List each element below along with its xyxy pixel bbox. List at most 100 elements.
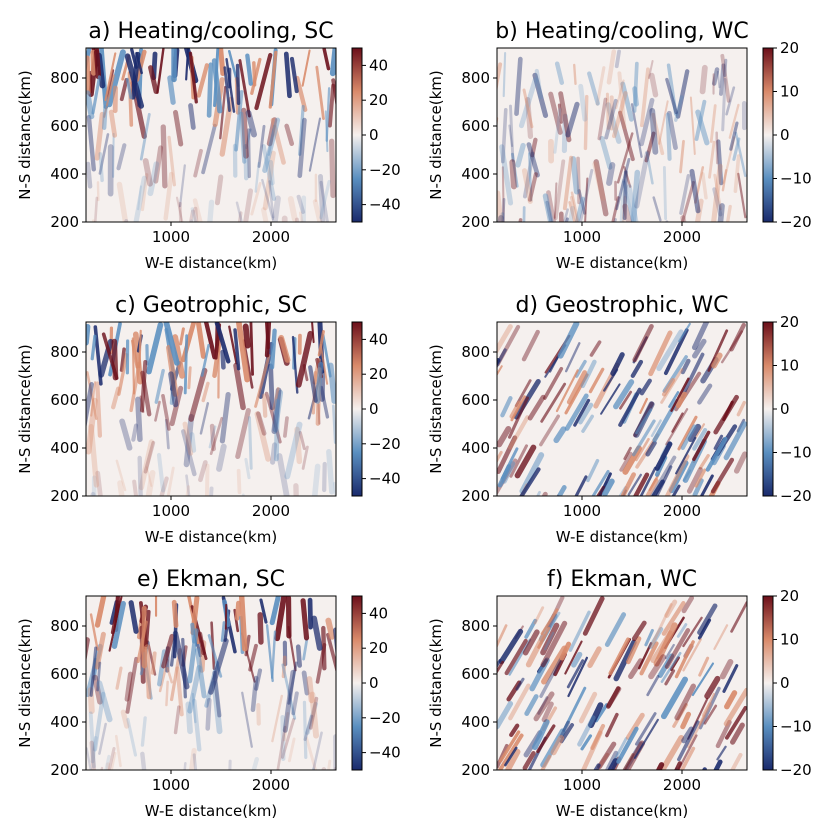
colorbar-tick-label: 20 bbox=[780, 313, 799, 331]
colorbar-tick-label: −20 bbox=[369, 435, 401, 453]
colorbar-tick-label: 0 bbox=[369, 674, 379, 692]
y-tick-label: 200 bbox=[461, 761, 490, 779]
x-axis-label: W-E distance(km) bbox=[556, 254, 688, 272]
y-tick-label: 200 bbox=[50, 487, 79, 505]
heatmap-streaks bbox=[497, 49, 747, 222]
y-tick-label: 600 bbox=[461, 665, 490, 683]
colorbar bbox=[762, 321, 774, 497]
x-axis-label: W-E distance(km) bbox=[145, 254, 277, 272]
plot-frame bbox=[85, 321, 337, 497]
plot-frame bbox=[496, 595, 748, 771]
y-tick-label: 600 bbox=[50, 117, 79, 135]
y-axis-label: N-S distance(km) bbox=[16, 344, 34, 474]
colorbar-tick-label: −10 bbox=[780, 718, 812, 736]
y-axis-label: N-S distance(km) bbox=[16, 618, 34, 748]
colorbar-tick-label: −40 bbox=[369, 744, 401, 762]
colorbar-tick-label: 20 bbox=[780, 587, 799, 605]
x-axis-label: W-E distance(km) bbox=[145, 802, 277, 820]
y-tick-label: 800 bbox=[50, 343, 79, 361]
x-axis-label: W-E distance(km) bbox=[556, 802, 688, 820]
y-tick-label: 400 bbox=[50, 713, 79, 731]
y-tick-label: 400 bbox=[50, 439, 79, 457]
colorbar-tick-label: −20 bbox=[780, 487, 812, 505]
panel-title: b) Heating/cooling, WC bbox=[495, 19, 748, 44]
y-axis-label: N-S distance(km) bbox=[427, 618, 445, 748]
y-tick-label: 400 bbox=[50, 165, 79, 183]
heatmap-streaks bbox=[497, 596, 747, 770]
heatmap-field bbox=[497, 48, 747, 222]
heatmap-streaks bbox=[86, 322, 336, 496]
y-tick-label: 200 bbox=[50, 761, 79, 779]
colorbar-tick-label: 40 bbox=[369, 56, 388, 74]
y-tick-label: 800 bbox=[461, 69, 490, 87]
colorbar-tick-label: −20 bbox=[780, 213, 812, 231]
plot-frame bbox=[496, 47, 748, 223]
y-tick-label: 400 bbox=[461, 713, 490, 731]
panel-title: a) Heating/cooling, SC bbox=[88, 19, 333, 44]
x-tick-label: 1000 bbox=[563, 228, 601, 246]
y-tick-label: 800 bbox=[50, 617, 79, 635]
x-tick-label: 2000 bbox=[663, 776, 701, 794]
y-tick-label: 800 bbox=[461, 343, 490, 361]
colorbar-tick-label: 0 bbox=[369, 126, 379, 144]
colorbar-tick-label: 20 bbox=[369, 91, 388, 109]
plot-frame bbox=[496, 321, 748, 497]
colorbar-tick-label: 0 bbox=[780, 126, 790, 144]
x-tick-label: 2000 bbox=[663, 228, 701, 246]
colorbar-tick-label: 20 bbox=[780, 39, 799, 57]
y-tick-label: 600 bbox=[461, 117, 490, 135]
panel-title: e) Ekman, SC bbox=[137, 567, 285, 592]
x-tick-label: 2000 bbox=[252, 228, 290, 246]
y-tick-label: 600 bbox=[461, 391, 490, 409]
x-tick-label: 1000 bbox=[152, 776, 190, 794]
colorbar-tick-label: 20 bbox=[369, 639, 388, 657]
heatmap-streaks bbox=[86, 596, 336, 770]
x-tick-label: 2000 bbox=[663, 502, 701, 520]
x-tick-label: 1000 bbox=[563, 776, 601, 794]
colorbar-tick-label: 0 bbox=[369, 400, 379, 418]
colorbar-tick-label: 0 bbox=[780, 674, 790, 692]
colorbar-tick-label: −10 bbox=[780, 170, 812, 188]
x-tick-label: 2000 bbox=[252, 502, 290, 520]
y-tick-label: 200 bbox=[50, 213, 79, 231]
colorbar-tick-label: 20 bbox=[369, 365, 388, 383]
y-tick-label: 600 bbox=[50, 665, 79, 683]
x-tick-label: 1000 bbox=[152, 502, 190, 520]
colorbar bbox=[762, 47, 774, 223]
plot-frame bbox=[85, 47, 337, 223]
panel-title: d) Geostrophic, WC bbox=[516, 293, 729, 318]
x-tick-label: 2000 bbox=[252, 776, 290, 794]
colorbar-tick-label: 40 bbox=[369, 330, 388, 348]
heatmap-field bbox=[497, 322, 747, 496]
colorbar-tick-label: 40 bbox=[369, 604, 388, 622]
colorbar-tick-label: −20 bbox=[780, 761, 812, 779]
x-axis-label: W-E distance(km) bbox=[145, 528, 277, 546]
colorbar-tick-label: 10 bbox=[780, 83, 799, 101]
colorbar bbox=[351, 595, 363, 771]
colorbar-tick-label: 10 bbox=[780, 357, 799, 375]
colorbar-tick-label: −20 bbox=[369, 709, 401, 727]
colorbar-tick-label: −40 bbox=[369, 196, 401, 214]
x-tick-label: 1000 bbox=[563, 502, 601, 520]
colorbar bbox=[762, 595, 774, 771]
heatmap-streaks bbox=[497, 322, 747, 496]
panel-title: f) Ekman, WC bbox=[547, 567, 697, 592]
y-tick-label: 600 bbox=[50, 391, 79, 409]
y-axis-label: N-S distance(km) bbox=[16, 70, 34, 200]
colorbar bbox=[351, 47, 363, 223]
y-tick-label: 200 bbox=[461, 487, 490, 505]
colorbar-tick-label: 10 bbox=[780, 631, 799, 649]
x-axis-label: W-E distance(km) bbox=[556, 528, 688, 546]
panel-title: c) Geotrophic, SC bbox=[115, 293, 307, 318]
x-tick-label: 1000 bbox=[152, 228, 190, 246]
colorbar-tick-label: 0 bbox=[780, 400, 790, 418]
colorbar bbox=[351, 321, 363, 497]
plot-frame bbox=[85, 595, 337, 771]
